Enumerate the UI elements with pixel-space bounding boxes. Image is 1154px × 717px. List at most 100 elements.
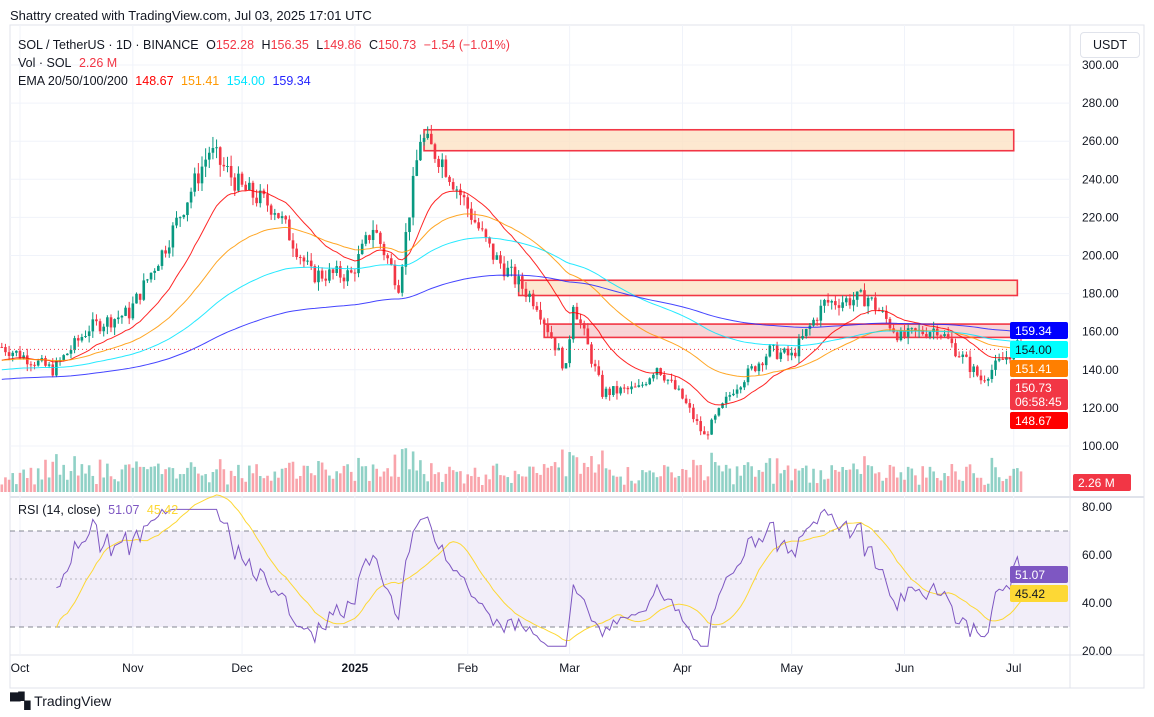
price-tag-text: 159.34 <box>1015 324 1052 338</box>
volume-bar <box>571 455 575 492</box>
candle-body <box>226 166 229 168</box>
candle-body <box>590 344 593 364</box>
candle-body <box>546 323 550 333</box>
candle-body <box>823 299 826 306</box>
price-tag-bg <box>1010 360 1068 377</box>
rsi-tag-bg <box>1010 585 1068 602</box>
candle-body <box>724 396 728 404</box>
symbol-title[interactable]: SOL / TetherUS · 1D · BINANCE <box>18 38 199 52</box>
volume-bar <box>994 467 997 492</box>
currency-button[interactable]: USDT <box>1080 32 1140 58</box>
candle-body <box>619 387 622 394</box>
candle-body <box>193 173 197 192</box>
volume-bar <box>389 476 393 492</box>
volume-bar <box>539 474 542 492</box>
volume-bar <box>142 466 146 492</box>
tradingview-logo[interactable]: ▀▚ TradingView <box>10 692 111 710</box>
candle-body <box>349 270 353 273</box>
volume-bar <box>167 467 171 492</box>
volume-bar <box>248 465 251 492</box>
volume-bar <box>794 468 797 492</box>
volume-bar <box>979 477 983 492</box>
volume-bar <box>386 468 389 492</box>
rsi-tick: 60.00 <box>1082 548 1112 562</box>
candle-body <box>258 190 262 204</box>
volume-bar <box>670 472 673 492</box>
volume-bar <box>732 484 735 492</box>
candle-body <box>957 356 961 358</box>
price-tag-text: 154.00 <box>1015 343 1052 357</box>
candle-body <box>80 337 84 341</box>
volume-bar <box>480 485 484 492</box>
volume-bar <box>309 473 313 492</box>
volume-bar <box>946 476 950 492</box>
candle-body <box>404 232 408 267</box>
volume-bar <box>575 457 579 492</box>
volume-bar <box>320 462 324 492</box>
volume-bar <box>102 477 106 492</box>
price-tag-bg <box>1010 412 1068 429</box>
price-tick: 180.00 <box>1082 287 1119 301</box>
volume-bar <box>848 469 852 492</box>
candle-body <box>910 328 914 330</box>
candle-body <box>488 237 491 244</box>
open-value: 152.28 <box>215 38 255 52</box>
ema-label[interactable]: EMA 20/50/100/200 <box>18 74 128 88</box>
candle-body <box>692 407 695 420</box>
candle-body <box>393 264 397 286</box>
candle-body <box>237 173 240 191</box>
volume-bar <box>874 473 877 492</box>
volume-bar <box>783 469 786 492</box>
candle-body <box>622 387 626 389</box>
volume-bar <box>288 462 291 492</box>
candle-body <box>200 166 204 184</box>
volume-bar <box>790 480 793 492</box>
volume-tag: 2.26 M <box>1073 474 1131 491</box>
volume-bar <box>506 477 510 492</box>
candle-body <box>157 265 160 271</box>
candle-body <box>84 336 87 338</box>
volume-bar <box>135 461 138 492</box>
volume-bar <box>917 484 921 492</box>
candle-body <box>601 374 604 397</box>
candle-body <box>914 328 917 331</box>
volume-bar <box>182 474 186 492</box>
candle-body <box>426 133 429 138</box>
candle-body <box>874 297 877 310</box>
volume-bar <box>328 475 331 492</box>
candle-body <box>331 269 335 273</box>
candle-body <box>55 360 58 376</box>
candle-body <box>943 334 946 336</box>
volume-bar <box>943 473 946 492</box>
candle-body <box>215 147 218 149</box>
volume-bar <box>149 466 153 492</box>
volume-bar <box>859 473 863 492</box>
candle-body <box>859 290 863 292</box>
candle-body <box>695 419 699 422</box>
volume-bar <box>1016 468 1019 492</box>
volume-bar <box>612 475 615 492</box>
volume-bar <box>193 466 197 492</box>
candle-body <box>324 278 328 281</box>
time-tick: Dec <box>231 661 252 675</box>
candle-body <box>346 270 349 282</box>
rsi-ma-value: 45.42 <box>146 503 179 517</box>
volume-bar <box>1008 475 1012 492</box>
candle-body <box>382 244 386 256</box>
candle-body <box>593 363 597 367</box>
candle-body <box>280 216 284 219</box>
volume-bar <box>622 484 626 492</box>
volume-bar <box>178 474 182 492</box>
volume-bar <box>746 462 750 492</box>
candle-body <box>786 348 790 356</box>
rsi-label[interactable]: RSI (14, close) <box>18 503 101 517</box>
candle-body <box>673 380 677 390</box>
candle-body <box>721 403 724 409</box>
candle-body <box>1005 357 1008 360</box>
price-tick: 120.00 <box>1082 401 1119 415</box>
volume-bar <box>339 473 342 492</box>
candle-body <box>612 386 615 395</box>
candle-body <box>870 297 874 299</box>
candle-body <box>138 293 142 300</box>
